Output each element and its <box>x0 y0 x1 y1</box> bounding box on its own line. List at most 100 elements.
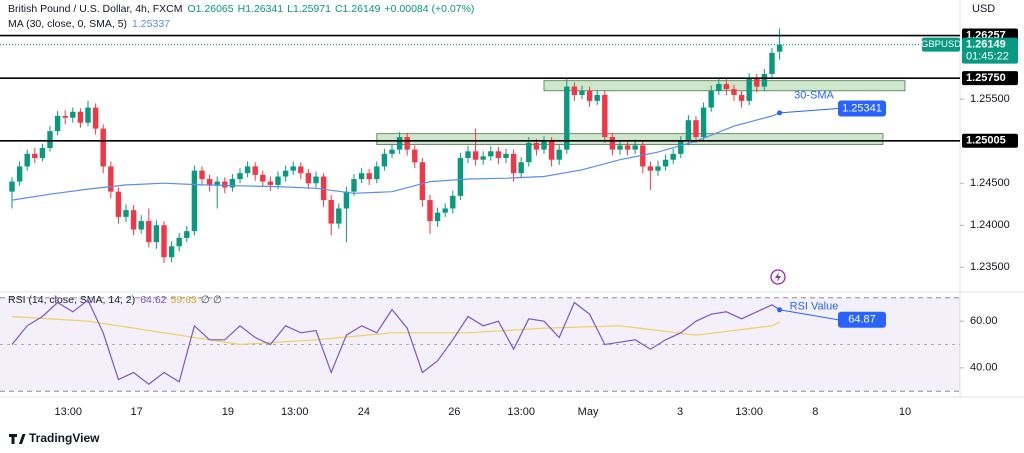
candle-body <box>685 120 692 142</box>
ohlc-close: C1.26149 <box>335 3 381 15</box>
candle-body <box>366 173 372 180</box>
annotation-text: RSI Value <box>790 301 839 313</box>
y-tick-label: 60.00 <box>970 315 998 327</box>
symbol-tag-box <box>922 37 960 52</box>
candle-body <box>305 173 312 184</box>
ohlc-open: O1.26065 <box>187 3 233 15</box>
candle-body <box>510 153 517 174</box>
candle-body <box>206 179 213 185</box>
footer-brand: TradingView <box>29 431 100 445</box>
rsi-legend-value: 64.62 <box>140 294 166 306</box>
last-price-box <box>962 37 1018 64</box>
rsi-sma-legend-value: 59.63 <box>171 294 197 306</box>
candle-body <box>199 170 205 180</box>
candle-body <box>655 166 661 171</box>
line-series <box>11 299 780 385</box>
y-tick-label: 1.24500 <box>970 177 1010 189</box>
rsi-legend-icons: ∅ ∅ <box>201 294 222 306</box>
candle-body <box>222 181 228 188</box>
ma-legend-value: 1.25337 <box>132 18 170 30</box>
candle-body <box>123 210 129 217</box>
candle-body <box>602 94 608 138</box>
candle-body <box>488 151 494 157</box>
last-price-label: 1.26149 <box>966 39 1006 51</box>
candle-body <box>252 166 258 175</box>
x-tick-label: 19 <box>222 406 234 418</box>
x-tick-label: 3 <box>677 406 683 418</box>
y-tick-label: 1.24000 <box>970 219 1010 231</box>
annotation-box <box>838 311 886 328</box>
candle-body <box>518 162 524 174</box>
annotation-box <box>838 100 886 117</box>
candle-body <box>586 90 593 101</box>
candle-body <box>153 225 160 243</box>
candle-body <box>632 145 638 150</box>
candle-body <box>267 181 274 185</box>
candle-body <box>358 173 365 180</box>
rsi-legend-name: RSI (14, close, SMA, 14, 2) <box>8 294 135 306</box>
ma-legend-name: MA (30, close, 0, SMA, 5) <box>8 18 127 30</box>
candle-body <box>738 94 745 101</box>
annotation-arrow <box>779 108 839 114</box>
candle-body <box>503 153 509 159</box>
currency-label: USD <box>972 3 995 15</box>
candle-body <box>146 221 152 243</box>
countdown-label: 01:45:22 <box>966 51 1009 63</box>
candle-body <box>374 166 380 180</box>
annotation-arrow <box>779 309 839 321</box>
ohlc-high: H1.26341 <box>238 3 284 15</box>
candle-body <box>457 158 464 196</box>
candle-body <box>381 153 388 167</box>
annotation-dot <box>777 110 783 116</box>
candle-body <box>260 174 266 182</box>
level-label-box <box>962 133 1018 148</box>
x-tick-label: May <box>578 406 599 418</box>
candle-body <box>62 116 68 118</box>
y-tick-label: 1.25500 <box>970 93 1010 105</box>
candle-body <box>541 141 547 150</box>
candle-body <box>32 153 38 159</box>
candle-body <box>85 107 91 123</box>
x-tick-label: 8 <box>812 406 818 418</box>
annotation-text: 30-SMA <box>794 89 834 101</box>
icon-circle <box>770 269 786 285</box>
symbol-tag: GBPUSD <box>921 39 961 50</box>
candle-body <box>9 181 15 192</box>
x-tick-label: 13:00 <box>281 406 309 418</box>
chart-header: British Pound / U.S. Dollar, 4h, FXCM O1.… <box>8 3 474 15</box>
candle-body <box>700 107 707 138</box>
footer-logo: TradingView <box>9 431 100 445</box>
candle-body <box>670 153 676 160</box>
candle-body <box>313 176 319 184</box>
candle-body <box>708 90 714 108</box>
candle-body <box>761 73 768 87</box>
x-tick-label: 17 <box>131 406 143 418</box>
candle-body <box>24 153 30 167</box>
candle-body <box>723 84 730 90</box>
candle-body <box>191 170 198 232</box>
candle-body <box>465 151 471 159</box>
candle-body <box>412 149 418 163</box>
candle-body <box>108 166 114 192</box>
annotation-value: 1.25341 <box>842 102 882 114</box>
candle-body <box>404 137 410 150</box>
candle-body <box>351 179 357 192</box>
candle-body <box>77 111 84 123</box>
candle-body <box>328 200 334 224</box>
candle-body <box>472 151 479 160</box>
line-series <box>11 315 780 346</box>
x-tick-label: 26 <box>448 406 460 418</box>
candle-body <box>594 94 600 101</box>
y-tick-label: 40.00 <box>970 362 998 374</box>
ohlc-low: L1.25971 <box>287 3 331 15</box>
candle-body <box>54 116 61 132</box>
candle-body <box>640 145 646 167</box>
candle-body <box>100 128 106 167</box>
candle-body <box>495 151 502 159</box>
candle-body <box>564 86 570 150</box>
x-tick-label: 10 <box>899 406 911 418</box>
annotation-value: 64.87 <box>848 314 876 326</box>
candle-body <box>526 142 532 163</box>
candle-body <box>609 137 616 150</box>
candle-body <box>480 156 486 160</box>
